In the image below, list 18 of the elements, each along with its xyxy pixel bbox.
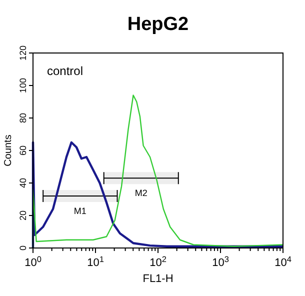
legend-label: M2 [134, 188, 148, 198]
y-tick-label: 80 [18, 112, 28, 124]
x-tick-label: 10$^{1}$ [87, 254, 104, 269]
x-tick-label: 10$^{2}$ [150, 254, 167, 269]
chart-title: HepG2 [127, 14, 189, 35]
x-tick-label: 10$^{4}$ [274, 254, 292, 269]
y-tick-label: 40 [18, 178, 28, 188]
band-label: M1 [74, 206, 86, 216]
y-tick-label: 20 [18, 210, 28, 221]
y-tick-label: 60 [18, 145, 28, 156]
x-tick-label: 10$^{3}$ [212, 254, 230, 269]
x-tick-label: 10$^{0}$ [24, 254, 42, 269]
x-axis-title: FL1-H [142, 273, 174, 285]
annotation: control [47, 64, 84, 78]
y-tick-label: 100 [18, 78, 28, 94]
y-tick-label: 120 [18, 45, 28, 61]
y-axis-title: Counts [3, 134, 14, 166]
y-tick-label: 0 [18, 245, 28, 251]
